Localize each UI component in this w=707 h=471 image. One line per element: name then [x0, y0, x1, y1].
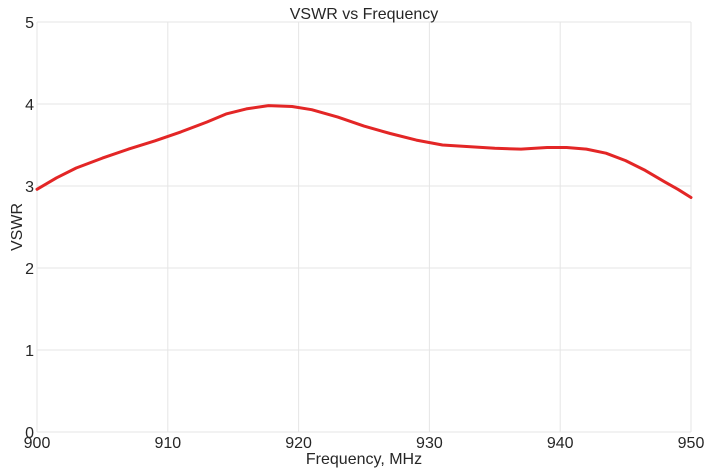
y-tick-label: 0 — [25, 425, 34, 442]
y-tick-label: 5 — [25, 15, 34, 32]
x-axis-label: Frequency, MHz — [306, 451, 422, 468]
x-tick-label: 950 — [678, 435, 705, 452]
y-tick-label: 3 — [25, 179, 34, 196]
y-axis-label: VSWR — [9, 203, 26, 251]
y-tick-label: 4 — [25, 97, 34, 114]
chart-title: VSWR vs Frequency — [290, 6, 438, 23]
series-layer — [35, 104, 693, 199]
plot-background — [37, 22, 691, 432]
x-tick-label: 940 — [547, 435, 574, 452]
y-tick-label: 1 — [25, 343, 34, 360]
tick-labels: 900 910 920 930 940 950 0 1 2 3 4 5 — [24, 15, 705, 452]
grid-lines — [36, 21, 692, 433]
x-tick-label: 930 — [416, 435, 443, 452]
x-tick-label: 910 — [154, 435, 181, 452]
x-tick-label: 920 — [285, 435, 312, 452]
y-tick-label: 2 — [25, 261, 34, 278]
x-tick-label: 900 — [24, 435, 51, 452]
vswr-series-line — [35, 104, 693, 199]
